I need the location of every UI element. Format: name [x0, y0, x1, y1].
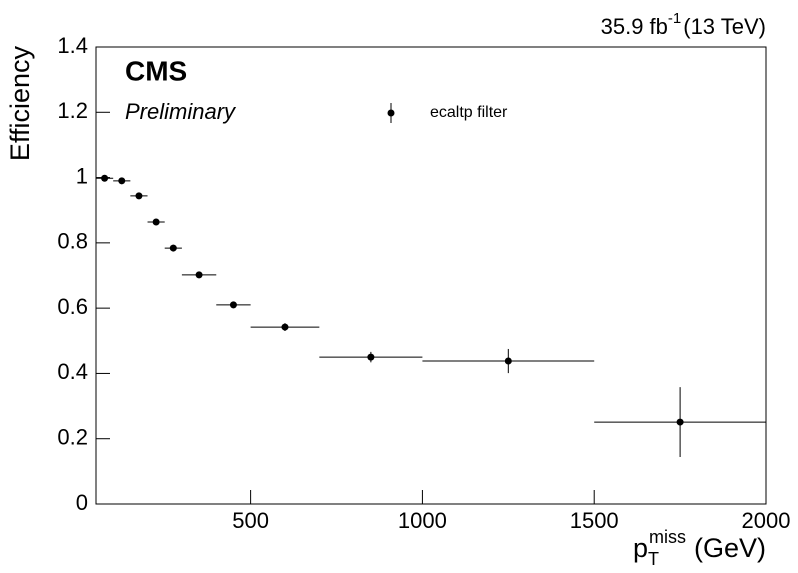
- y-tick-label: 1.4: [57, 33, 88, 58]
- lumi-sup: -1: [668, 10, 681, 27]
- x-label-sub: T: [648, 549, 659, 569]
- lumi-label: 35.9 fb-1(13 TeV): [601, 10, 766, 39]
- y-tick-label: 0.4: [57, 359, 88, 384]
- lumi-base: 35.9 fb: [601, 14, 668, 39]
- status-label: Preliminary: [125, 99, 237, 124]
- legend-marker: [387, 109, 395, 117]
- x-tick-label: 1500: [570, 508, 619, 533]
- data-point: [504, 357, 512, 365]
- data-point: [229, 301, 237, 309]
- data-point: [367, 353, 375, 361]
- x-label-rest: (GeV): [694, 533, 766, 563]
- y-tick-label: 1: [76, 163, 88, 188]
- data-point: [195, 271, 203, 279]
- y-axis-label: Efficiency: [5, 46, 35, 162]
- data-point: [152, 218, 160, 226]
- x-tick-label: 1000: [398, 508, 447, 533]
- plot-frame: [95, 46, 767, 505]
- x-tick-label: 500: [232, 508, 269, 533]
- x-axis-label: pTmiss (GeV): [633, 527, 766, 569]
- experiment-label: CMS: [125, 55, 187, 86]
- y-tick-label: 1.2: [57, 98, 88, 123]
- y-tick-label: 0: [76, 490, 88, 515]
- x-label-sup: miss: [649, 527, 686, 547]
- data-point: [169, 244, 177, 252]
- data-point: [281, 323, 289, 331]
- data-point: [101, 174, 109, 182]
- data-point: [135, 192, 143, 200]
- x-label-base: p: [633, 533, 648, 563]
- x-tick-label: 2000: [742, 508, 791, 533]
- y-tick-label: 0.2: [57, 425, 88, 450]
- y-tick-label: 0.8: [57, 229, 88, 254]
- data-point: [676, 418, 684, 426]
- lumi-rest: (13 TeV): [683, 14, 766, 39]
- data-point: [118, 177, 126, 185]
- legend-label: ecaltp filter: [430, 104, 508, 121]
- y-tick-label: 0.6: [57, 294, 88, 319]
